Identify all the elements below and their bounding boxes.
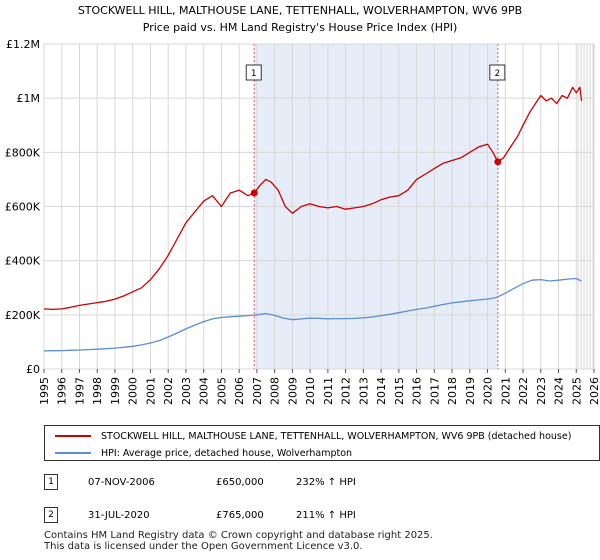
- x-tick-label: 2005: [215, 377, 228, 405]
- sale-label-number: 1: [251, 69, 257, 79]
- y-tick-label: £600K: [5, 201, 41, 214]
- x-tick-label: 2013: [357, 377, 370, 405]
- sale-price: £650,000: [216, 476, 264, 488]
- footer-attribution: Contains HM Land Registry data © Crown c…: [44, 530, 433, 552]
- sale-date: 07-NOV-2006: [88, 476, 155, 488]
- x-tick-label: 2004: [198, 377, 211, 405]
- price-chart: STOCKWELL HILL, MALTHOUSE LANE, TETTENHA…: [5, 4, 600, 405]
- x-tick-label: 2021: [499, 377, 512, 405]
- legend-label-property: STOCKWELL HILL, MALTHOUSE LANE, TETTENHA…: [101, 430, 572, 442]
- x-tick-label: 2011: [322, 377, 335, 405]
- x-tick-label: 2003: [180, 377, 193, 405]
- legend-item-hpi: HPI: Average price, detached house, Wolv…: [55, 444, 353, 460]
- x-tick-label: 2016: [411, 377, 424, 405]
- x-tick-label: 1998: [91, 377, 104, 405]
- x-tick-label: 2012: [340, 377, 353, 405]
- x-tick-label: 2009: [286, 377, 299, 405]
- sale-label-box: [245, 64, 262, 81]
- x-tick-label: 2026: [588, 377, 600, 405]
- x-tick-label: 2007: [251, 377, 264, 405]
- legend-item-property: STOCKWELL HILL, MALTHOUSE LANE, TETTENHA…: [55, 427, 571, 445]
- chart-subtitle: Price paid vs. HM Land Registry's House …: [143, 21, 458, 34]
- y-tick-label: £0: [26, 363, 40, 376]
- x-tick-label: 2020: [482, 377, 495, 405]
- x-tick-label: 1995: [38, 377, 51, 405]
- sale-point: [250, 189, 258, 197]
- x-tick-label: 2002: [162, 377, 175, 405]
- x-tick-label: 1999: [109, 377, 122, 405]
- x-tick-label: 1997: [73, 377, 86, 405]
- sale-date: 31-JUL-2020: [88, 509, 150, 521]
- legend-label-hpi: HPI: Average price, detached house, Wolv…: [101, 447, 353, 459]
- x-tick-label: 2010: [304, 377, 317, 405]
- chart-title: STOCKWELL HILL, MALTHOUSE LANE, TETTENHA…: [78, 4, 522, 17]
- sale-number-badge: 2: [44, 507, 58, 523]
- x-tick-label: 1996: [56, 377, 69, 405]
- sale-label-box: [489, 64, 506, 81]
- sale-number-badge: 1: [44, 474, 58, 490]
- x-tick-label: 2019: [464, 377, 477, 405]
- property-price-line: [43, 86, 583, 311]
- y-tick-label: £1M: [17, 92, 41, 105]
- footer-line-2: This data is licensed under the Open Gov…: [44, 541, 363, 552]
- legend-swatch-hpi: [55, 452, 91, 454]
- x-tick-label: 2015: [393, 377, 406, 405]
- x-tick-label: 2018: [446, 377, 459, 405]
- x-tick-label: 2024: [553, 377, 566, 405]
- sale-label-number: 2: [494, 69, 500, 79]
- x-tick-label: 2008: [269, 377, 282, 405]
- x-tick-label: 2001: [144, 377, 157, 405]
- x-tick-label: 2022: [517, 377, 530, 405]
- x-tick-label: 2006: [233, 377, 246, 405]
- footer-line-1: Contains HM Land Registry data © Crown c…: [44, 530, 433, 541]
- sale-hpi-change: 232% ↑ HPI: [296, 476, 356, 488]
- x-tick-label: 2017: [428, 377, 441, 405]
- x-tick-label: 2014: [375, 377, 388, 405]
- y-tick-label: £400K: [5, 255, 41, 268]
- y-tick-label: £1.2M: [6, 38, 40, 51]
- legend-swatch-property: [55, 435, 91, 437]
- sale-price: £765,000: [216, 509, 264, 521]
- x-tick-label: 2023: [535, 377, 548, 405]
- x-tick-label: 2025: [570, 377, 583, 405]
- y-tick-label: £200K: [5, 309, 41, 322]
- hpi-line: [43, 277, 582, 352]
- sale-point: [494, 158, 502, 166]
- sale-hpi-change: 211% ↑ HPI: [296, 509, 356, 521]
- y-tick-label: £800K: [5, 146, 41, 159]
- x-tick-label: 2000: [127, 377, 140, 405]
- chart-legend: STOCKWELL HILL, MALTHOUSE LANE, TETTENHA…: [44, 425, 600, 461]
